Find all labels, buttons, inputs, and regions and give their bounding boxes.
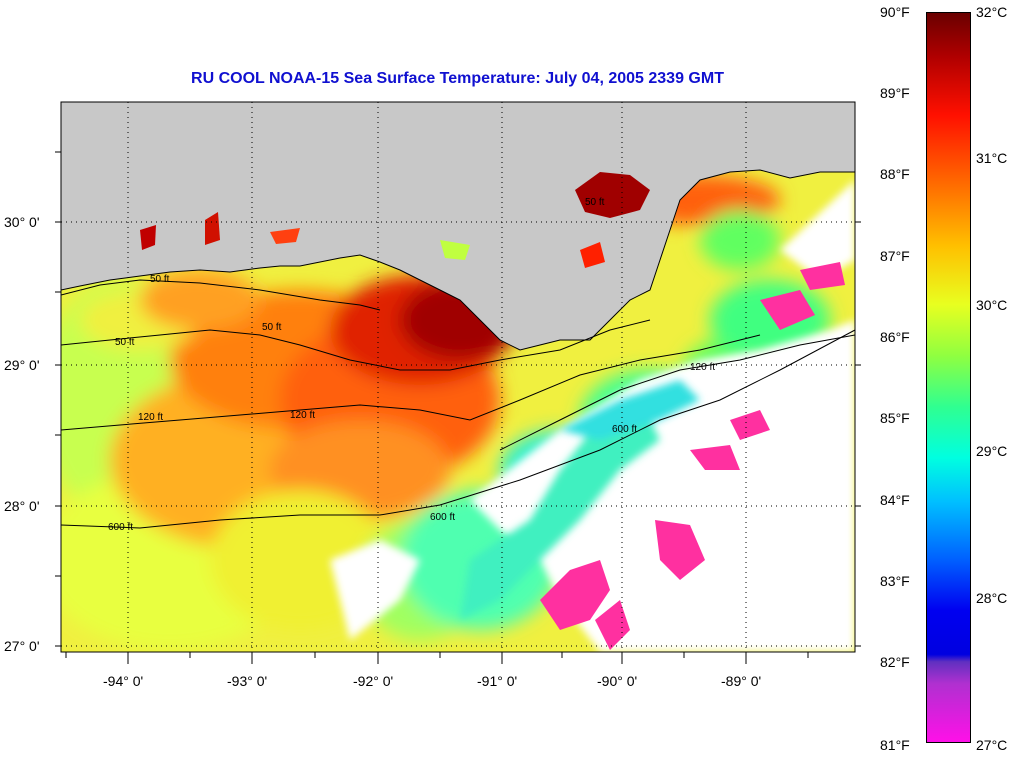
contour-label: 50 ft [115, 337, 135, 348]
colorbar-c-label: 28°C [976, 590, 1008, 606]
coldest-patches [540, 262, 845, 650]
colorbar [926, 12, 971, 743]
longitude-label: -90° 0' [597, 673, 638, 689]
colorbar-c-label: 31°C [976, 150, 1008, 166]
contour-labels: 50 ft 50 ft 50 ft 120 ft 120 ft 600 ft 6… [108, 197, 715, 533]
colorbar-f-label: 83°F [880, 573, 910, 589]
latitude-label: 30° 0' [4, 214, 40, 230]
colorbar-f-label: 89°F [880, 85, 910, 101]
colorbar-f-label: 90°F [880, 4, 910, 20]
colorbar-c-label: 32°C [976, 4, 1008, 20]
inland-lakes [140, 172, 650, 268]
colorbar-c-label: 29°C [976, 443, 1008, 459]
contour-label: 120 ft [290, 410, 315, 421]
latitude-label: 29° 0' [4, 357, 40, 373]
colorbar-f-label: 81°F [880, 737, 910, 753]
longitude-label: -89° 0' [721, 673, 762, 689]
colorbar-f-label: 85°F [880, 410, 910, 426]
contour-label: 50 ft [262, 322, 282, 333]
map-border [60, 101, 856, 653]
colorbar-f-label: 84°F [880, 492, 910, 508]
colorbar-c-label: 30°C [976, 297, 1008, 313]
longitude-label: -94° 0' [103, 673, 144, 689]
map-frame: 50 ft 50 ft 50 ft 120 ft 120 ft 600 ft 6… [61, 102, 855, 652]
graticule [61, 102, 855, 652]
contour-label: 50 ft [150, 274, 170, 285]
latitude-label: 28° 0' [4, 498, 40, 514]
contour-label: 600 ft [612, 424, 637, 435]
longitude-label: -92° 0' [353, 673, 394, 689]
colorbar-f-label: 86°F [880, 329, 910, 345]
colorbar-c-label: 27°C [976, 737, 1008, 753]
contour-label: 120 ft [138, 412, 163, 423]
longitude-label: -91° 0' [477, 673, 518, 689]
longitude-label: -93° 0' [227, 673, 268, 689]
contour-label: 600 ft [108, 522, 133, 533]
cloud-mask [330, 180, 855, 652]
land-mass [61, 102, 855, 351]
contour-label: 50 ft [585, 197, 605, 208]
colorbar-f-label: 87°F [880, 248, 910, 264]
axis-ticks [55, 151, 861, 664]
latitude-label: 27° 0' [4, 638, 40, 654]
colorbar-f-label: 82°F [880, 654, 910, 670]
contour-label: 600 ft [430, 512, 455, 523]
depth-contours [61, 279, 855, 529]
map-title: RU COOL NOAA-15 Sea Surface Temperature:… [191, 70, 724, 87]
colorbar-f-label: 88°F [880, 166, 910, 182]
cold-band [460, 380, 700, 620]
contour-label: 120 ft [690, 362, 715, 373]
